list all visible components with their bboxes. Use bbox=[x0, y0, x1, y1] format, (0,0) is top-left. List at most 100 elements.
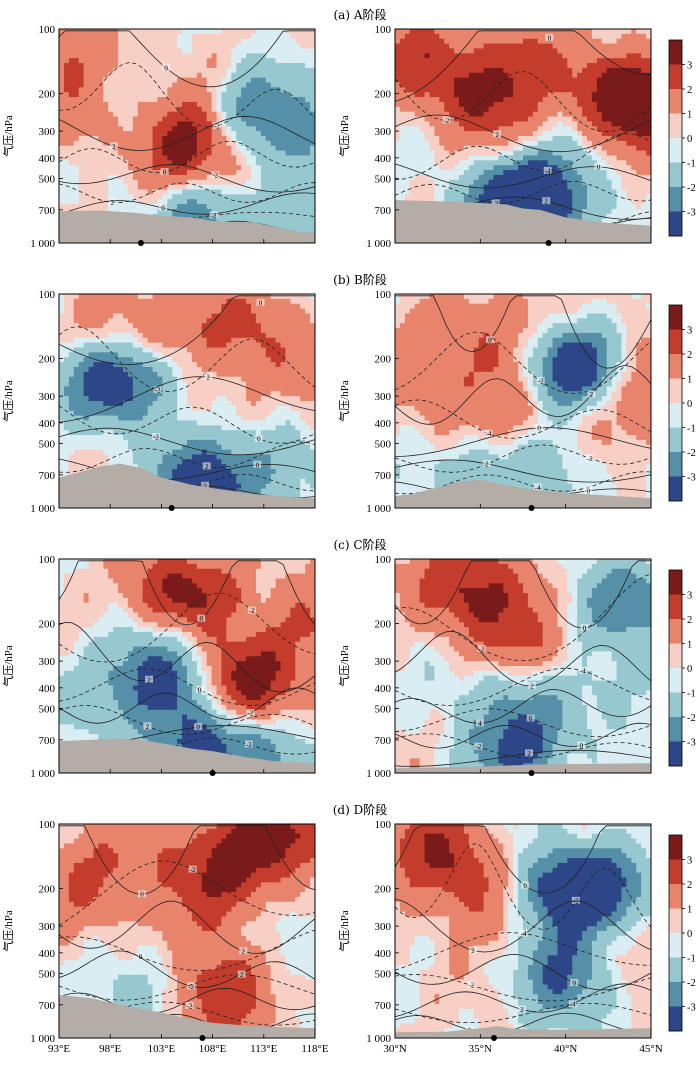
anomaly-cell bbox=[606, 170, 613, 176]
anomaly-cell bbox=[473, 131, 480, 137]
anomaly-cell bbox=[290, 150, 296, 157]
anomaly-cell bbox=[305, 43, 311, 50]
anomaly-cell bbox=[137, 29, 144, 35]
anomaly-cell bbox=[611, 131, 618, 137]
anomaly-cell bbox=[395, 72, 401, 79]
anomaly-cell bbox=[305, 194, 311, 200]
anomaly-cell bbox=[449, 116, 455, 123]
anomaly-cell bbox=[221, 53, 227, 59]
anomaly-cell bbox=[641, 48, 647, 54]
anomaly-cell bbox=[196, 67, 203, 74]
anomaly-cell bbox=[270, 189, 277, 195]
anomaly-cell bbox=[226, 204, 232, 210]
anomaly-cell bbox=[285, 294, 291, 300]
anomaly-cell bbox=[478, 140, 485, 147]
anomaly-cell bbox=[275, 77, 282, 84]
anomaly-cell bbox=[631, 67, 637, 74]
anomaly-cell bbox=[226, 294, 232, 300]
anomaly-cell bbox=[523, 92, 529, 98]
anomaly-cell bbox=[221, 294, 227, 300]
anomaly-cell bbox=[236, 131, 242, 137]
anomaly-cell bbox=[646, 184, 651, 191]
anomaly-cell bbox=[93, 204, 99, 210]
anomaly-cell bbox=[290, 308, 296, 315]
anomaly-cell bbox=[626, 116, 632, 123]
anomaly-cell bbox=[246, 204, 252, 210]
contour-label: -2 bbox=[214, 123, 220, 131]
anomaly-cell bbox=[196, 43, 203, 50]
anomaly-cell bbox=[88, 53, 95, 59]
anomaly-cell bbox=[280, 218, 287, 225]
anomaly-cell bbox=[226, 303, 232, 310]
anomaly-cell bbox=[532, 155, 539, 161]
anomaly-cell bbox=[236, 121, 242, 127]
anomaly-cell bbox=[206, 58, 213, 64]
anomaly-cell bbox=[123, 82, 129, 88]
anomaly-cell bbox=[419, 67, 426, 74]
anomaly-cell bbox=[562, 194, 568, 200]
anomaly-cell bbox=[419, 63, 426, 69]
anomaly-cell bbox=[83, 97, 90, 103]
anomaly-cell bbox=[68, 199, 75, 205]
anomaly-cell bbox=[246, 213, 252, 220]
anomaly-cell bbox=[503, 170, 509, 176]
anomaly-cell bbox=[409, 170, 416, 176]
anomaly-cell bbox=[444, 63, 450, 69]
anomaly-cell bbox=[626, 204, 632, 210]
anomaly-cell bbox=[641, 131, 647, 137]
anomaly-cell bbox=[295, 313, 301, 319]
anomaly-cell bbox=[409, 38, 416, 45]
anomaly-cell bbox=[157, 174, 163, 181]
anomaly-cell bbox=[483, 199, 490, 205]
anomaly-cell bbox=[572, 170, 578, 176]
anomaly-cell bbox=[626, 174, 632, 181]
anomaly-cell bbox=[567, 189, 573, 195]
anomaly-cell bbox=[236, 179, 242, 186]
anomaly-cell bbox=[221, 213, 227, 220]
anomaly-cell bbox=[177, 174, 183, 181]
anomaly-cell bbox=[152, 126, 159, 132]
anomaly-cell bbox=[488, 136, 495, 142]
anomaly-cell bbox=[108, 313, 114, 319]
anomaly-cell bbox=[601, 174, 608, 181]
anomaly-cell bbox=[493, 155, 499, 161]
anomaly-cell bbox=[211, 116, 218, 123]
anomaly-cell bbox=[177, 92, 183, 98]
anomaly-cell bbox=[172, 116, 178, 123]
anomaly-cell bbox=[449, 63, 455, 69]
anomaly-cell bbox=[463, 29, 470, 35]
anomaly-cell bbox=[567, 165, 573, 171]
anomaly-cell bbox=[201, 33, 208, 40]
anomaly-cell bbox=[439, 92, 445, 98]
anomaly-cell bbox=[83, 33, 90, 40]
anomaly-cell bbox=[265, 72, 272, 79]
anomaly-cell bbox=[587, 184, 593, 191]
anomaly-cell bbox=[557, 170, 563, 176]
anomaly-cell bbox=[88, 298, 95, 305]
anomaly-cell bbox=[646, 126, 651, 132]
anomaly-cell bbox=[201, 101, 208, 108]
anomaly-cell bbox=[449, 33, 455, 40]
anomaly-cell bbox=[611, 67, 618, 74]
anomaly-cell bbox=[196, 63, 203, 69]
anomaly-cell bbox=[295, 223, 301, 230]
anomaly-cell bbox=[611, 101, 618, 108]
anomaly-cell bbox=[196, 165, 203, 171]
anomaly-cell bbox=[542, 126, 549, 132]
anomaly-cell bbox=[409, 140, 416, 147]
anomaly-cell bbox=[572, 136, 578, 142]
anomaly-cell bbox=[68, 189, 75, 195]
anomaly-cell bbox=[78, 294, 85, 300]
anomaly-cell bbox=[221, 298, 227, 305]
anomaly-cell bbox=[473, 48, 480, 54]
anomaly-cell bbox=[241, 106, 247, 113]
anomaly-cell bbox=[596, 33, 603, 40]
anomaly-cell bbox=[73, 33, 80, 40]
anomaly-cell bbox=[137, 155, 144, 161]
anomaly-cell bbox=[404, 53, 411, 59]
anomaly-cell bbox=[300, 145, 306, 152]
anomaly-cell bbox=[118, 67, 124, 74]
anomaly-cell bbox=[527, 33, 534, 40]
anomaly-cell bbox=[641, 199, 647, 205]
anomaly-cell bbox=[162, 155, 168, 161]
